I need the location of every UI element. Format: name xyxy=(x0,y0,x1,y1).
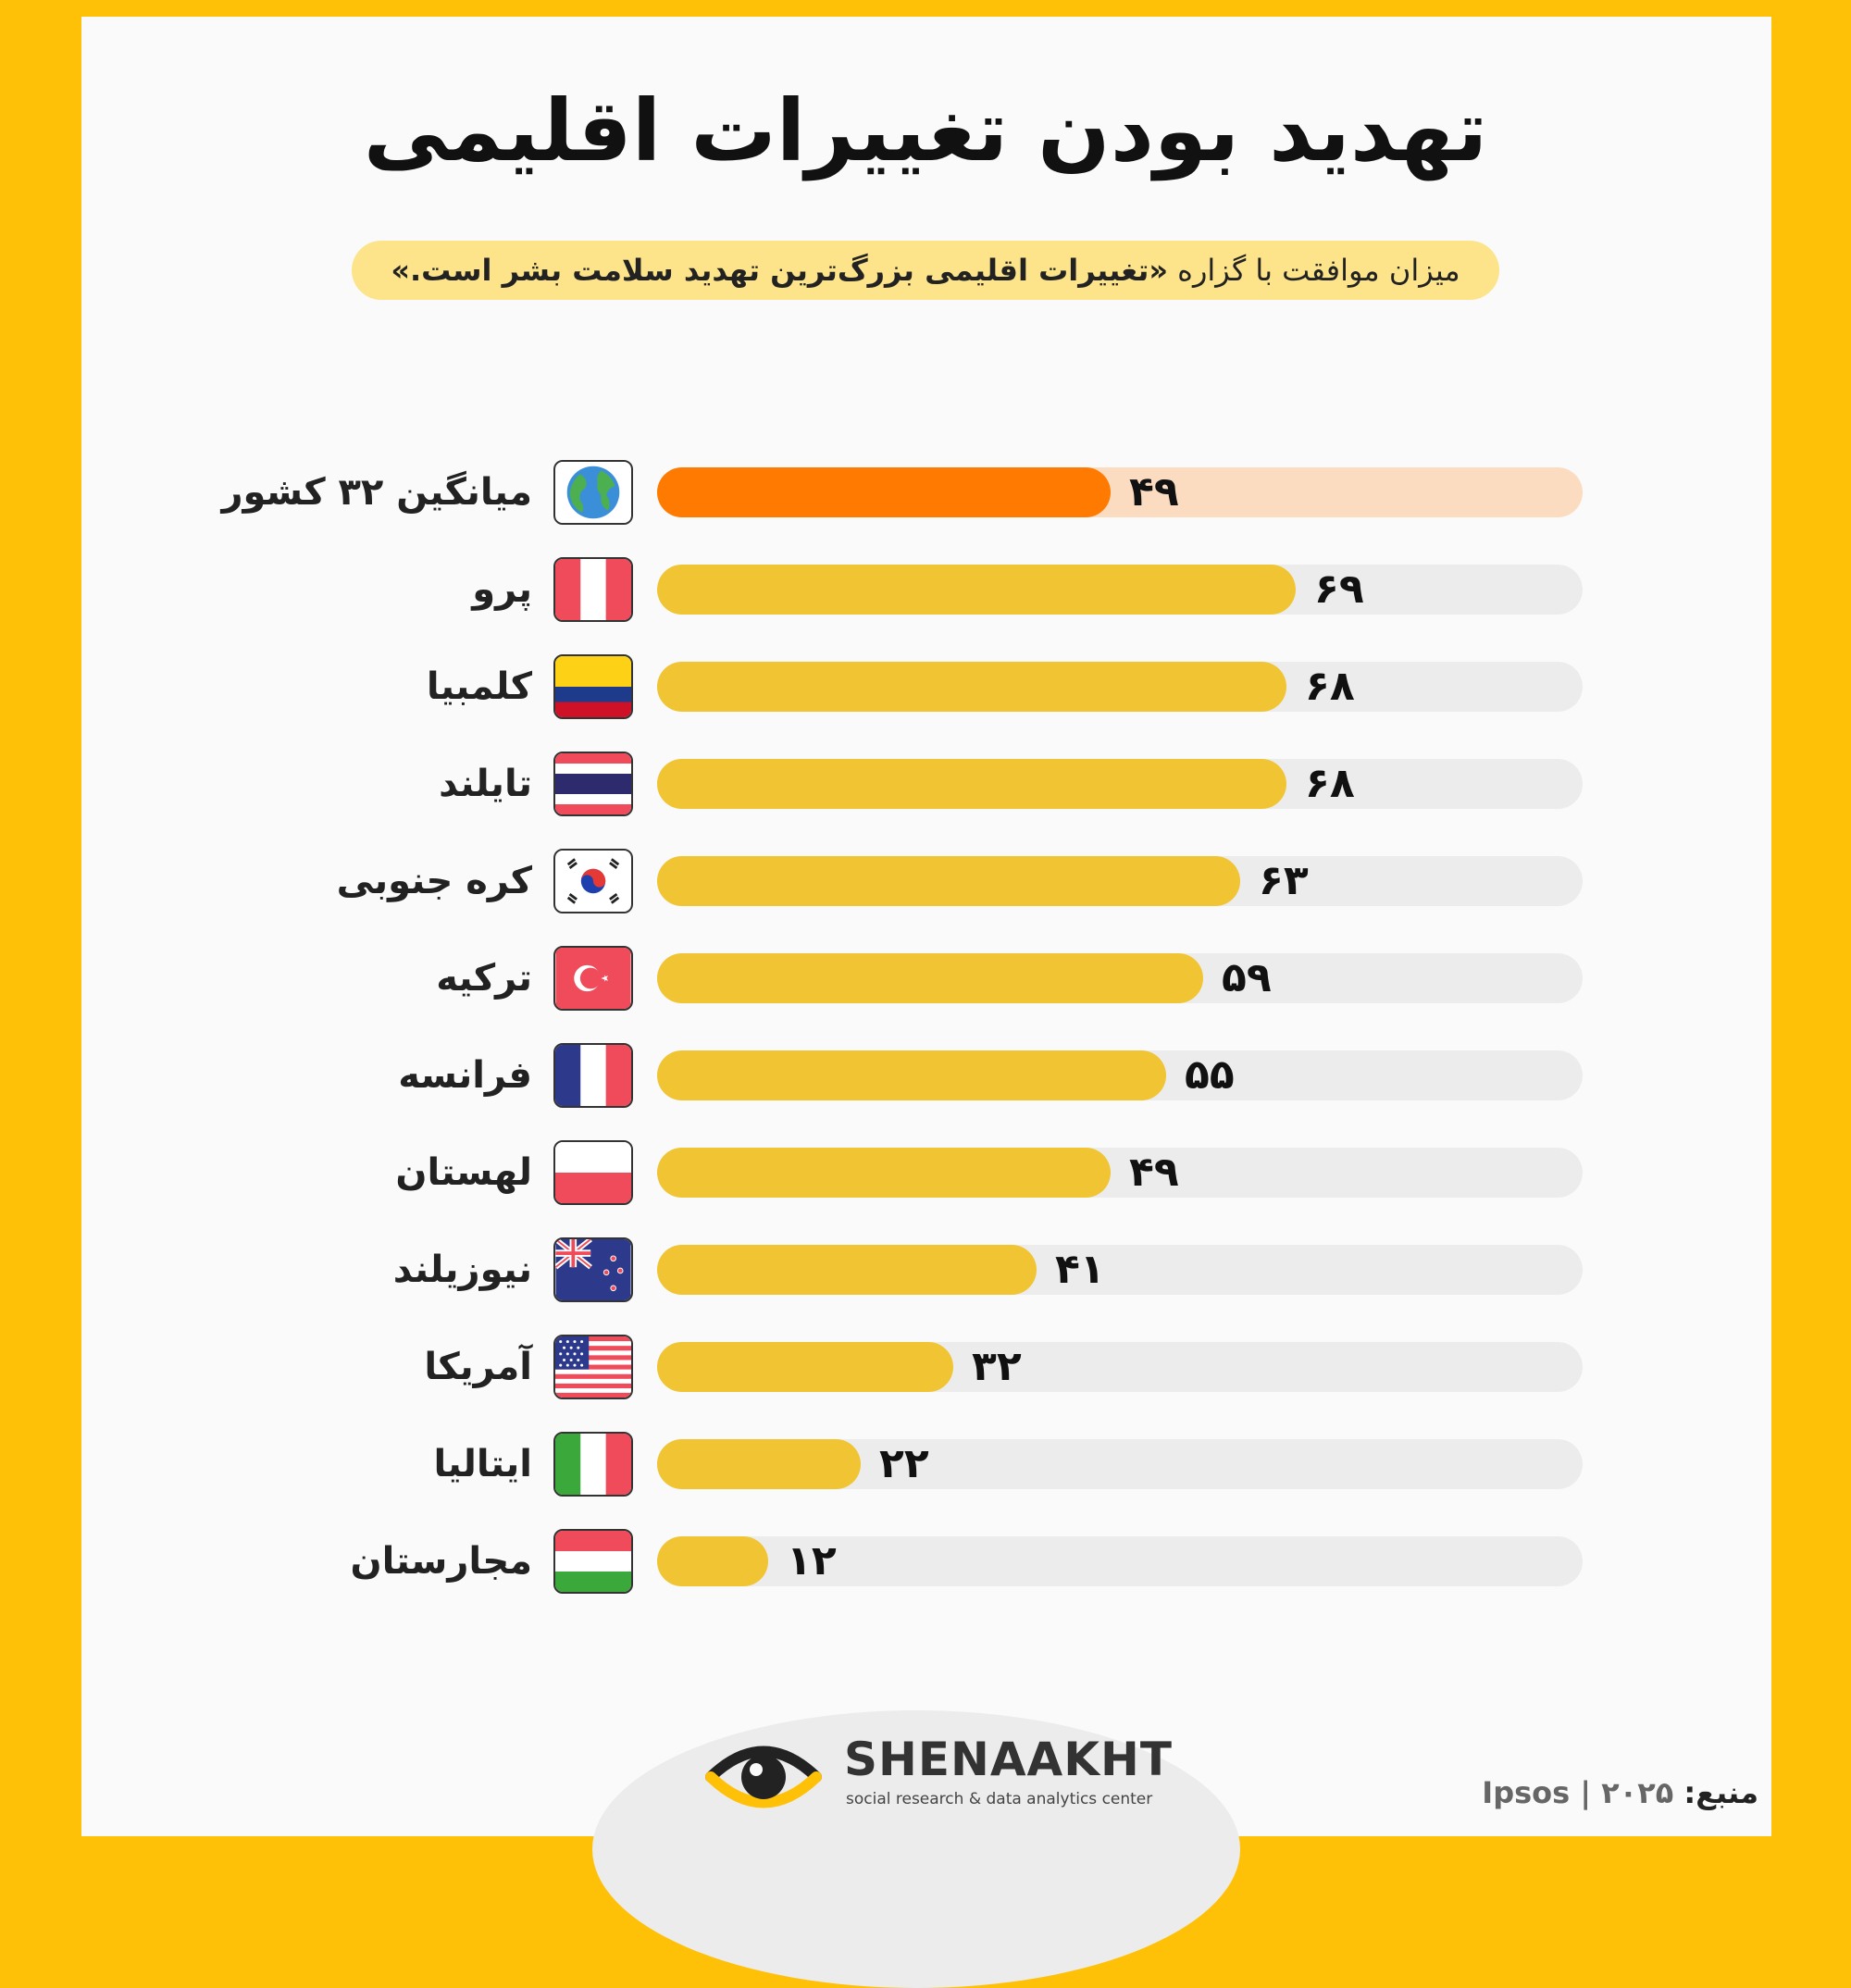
category-label: آمریکا xyxy=(424,1346,532,1388)
south-korea-flag-icon xyxy=(553,849,633,913)
usa-flag-icon xyxy=(553,1335,633,1399)
subtitle-quote: «تغییرات اقلیمی بزرگ‌ترین تهدید سلامت بش… xyxy=(391,253,1168,288)
peru-flag-icon xyxy=(553,557,633,622)
colombia-flag-icon xyxy=(553,654,633,719)
source-note: منبع: Ipsos | ۲۰۲۵ xyxy=(1482,1775,1758,1810)
bar xyxy=(657,1148,1111,1198)
background-panel xyxy=(81,17,1771,1836)
category-label: تایلند xyxy=(439,763,532,805)
italy-flag-icon xyxy=(553,1432,633,1497)
bar xyxy=(657,1439,861,1489)
data-label: ۲۲ xyxy=(879,1440,929,1487)
data-label: ۱۲ xyxy=(787,1537,837,1584)
logo-name: SHENAAKHT xyxy=(844,1733,1173,1786)
chart-subtitle: میزان موافقت با گزاره «تغییرات اقلیمی بز… xyxy=(352,241,1499,300)
bar-track: ۵۵ xyxy=(657,1050,1583,1100)
bar xyxy=(657,1342,953,1392)
bar xyxy=(657,1050,1166,1100)
bar xyxy=(657,467,1111,517)
category-label: ایتالیا xyxy=(433,1443,532,1485)
category-label: ترکیه xyxy=(436,957,532,1000)
bar-track: ۱۲ xyxy=(657,1536,1583,1586)
data-label: ۵۵ xyxy=(1185,1051,1235,1099)
category-label: نیوزیلند xyxy=(392,1249,532,1291)
category-label: لهستان xyxy=(395,1151,532,1194)
globe-icon xyxy=(553,460,633,525)
eye-logo-icon xyxy=(705,1746,822,1808)
chart-title: تهدید بودن تغییرات اقلیمی xyxy=(363,81,1488,180)
bar xyxy=(657,953,1203,1003)
data-label: ۶۸ xyxy=(1305,760,1355,807)
bar-track: ۲۲ xyxy=(657,1439,1583,1489)
france-flag-icon xyxy=(553,1043,633,1108)
bar-track: ۴۱ xyxy=(657,1245,1583,1295)
data-label: ۵۹ xyxy=(1222,954,1272,1001)
bar xyxy=(657,759,1286,809)
category-label: پرو xyxy=(472,568,532,611)
category-label: کلمبیا xyxy=(426,665,532,708)
hungary-flag-icon xyxy=(553,1529,633,1594)
data-label: ۴۹ xyxy=(1129,468,1179,516)
bar-track: ۴۹ xyxy=(657,1148,1583,1198)
bar-track: ۳۲ xyxy=(657,1342,1583,1392)
source-label: منبع: xyxy=(1683,1775,1758,1810)
bar-track: ۶۹ xyxy=(657,565,1583,615)
data-label: ۶۸ xyxy=(1305,663,1355,710)
category-label: فرانسه xyxy=(398,1054,532,1097)
data-label: ۶۹ xyxy=(1314,565,1364,613)
poland-flag-icon xyxy=(553,1140,633,1205)
category-label: مجارستان xyxy=(350,1540,532,1583)
data-label: ۴۹ xyxy=(1129,1149,1179,1196)
bar xyxy=(657,856,1240,906)
bar xyxy=(657,1536,768,1586)
bar xyxy=(657,565,1296,615)
thailand-flag-icon xyxy=(553,752,633,816)
bar-track: ۶۳ xyxy=(657,856,1583,906)
turkey-flag-icon xyxy=(553,946,633,1011)
subtitle-prefix: میزان موافقت با گزاره xyxy=(1168,253,1460,288)
source-text: Ipsos | ۲۰۲۵ xyxy=(1482,1775,1674,1810)
category-label: کره جنوبی xyxy=(336,860,532,902)
data-label: ۳۲ xyxy=(972,1343,1022,1390)
data-label: ۶۳ xyxy=(1259,857,1309,904)
bar-track: ۶۸ xyxy=(657,759,1583,809)
logo-tagline: social research & data analytics center xyxy=(846,1790,1153,1808)
bar-track: ۶۸ xyxy=(657,662,1583,712)
new-zealand-flag-icon xyxy=(553,1237,633,1302)
bar-track: ۵۹ xyxy=(657,953,1583,1003)
infographic: تهدید بودن تغییرات اقلیمی میزان موافقت ب… xyxy=(221,81,1758,1988)
bar xyxy=(657,1245,1037,1295)
bar-track: ۴۹ xyxy=(657,467,1583,517)
data-label: ۴۱ xyxy=(1055,1246,1105,1293)
category-label: میانگین ۳۲ کشور xyxy=(221,471,532,514)
bar xyxy=(657,662,1286,712)
